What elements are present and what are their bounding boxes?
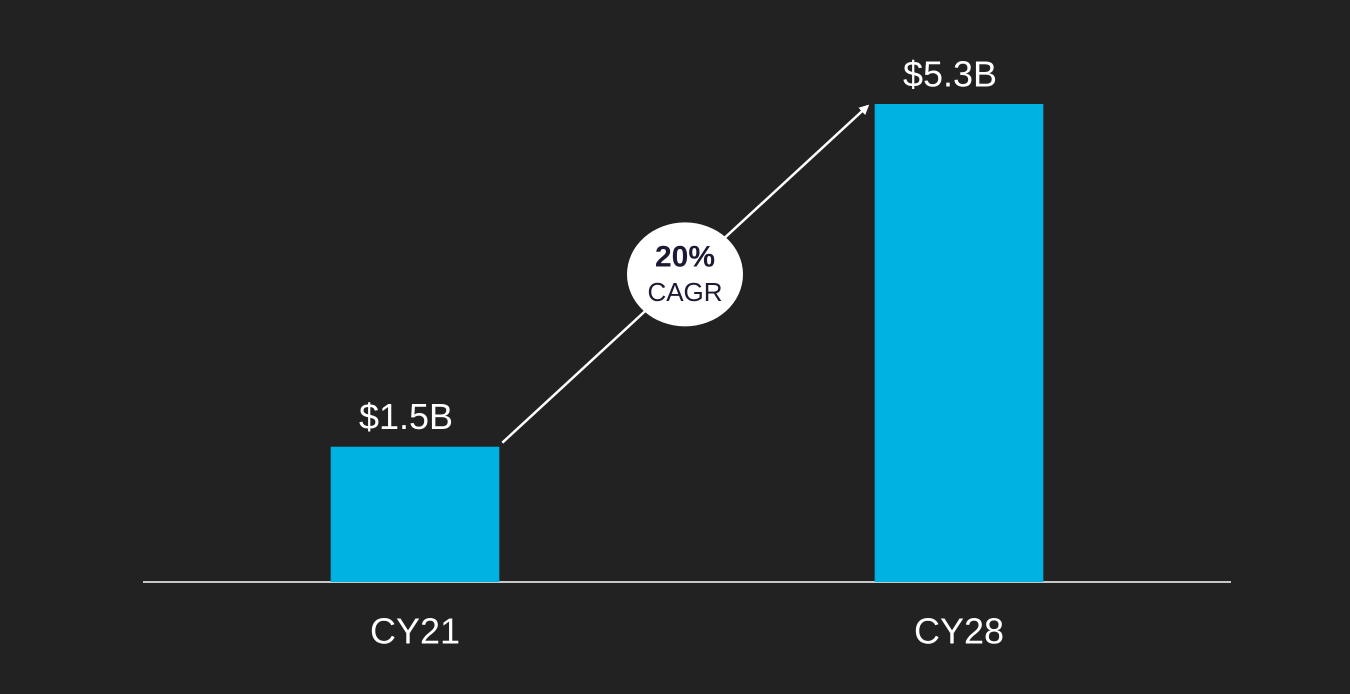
cagr-label: CAGR bbox=[647, 277, 722, 307]
cagr-badge bbox=[627, 222, 743, 327]
value-label: $1.5B bbox=[359, 396, 453, 437]
x-tick-label: CY21 bbox=[370, 611, 460, 652]
bar bbox=[330, 446, 500, 582]
bar bbox=[874, 104, 1044, 582]
cagr-value: 20% bbox=[655, 240, 715, 273]
value-label: $5.3B bbox=[903, 54, 997, 95]
x-tick-label: CY28 bbox=[914, 611, 1004, 652]
